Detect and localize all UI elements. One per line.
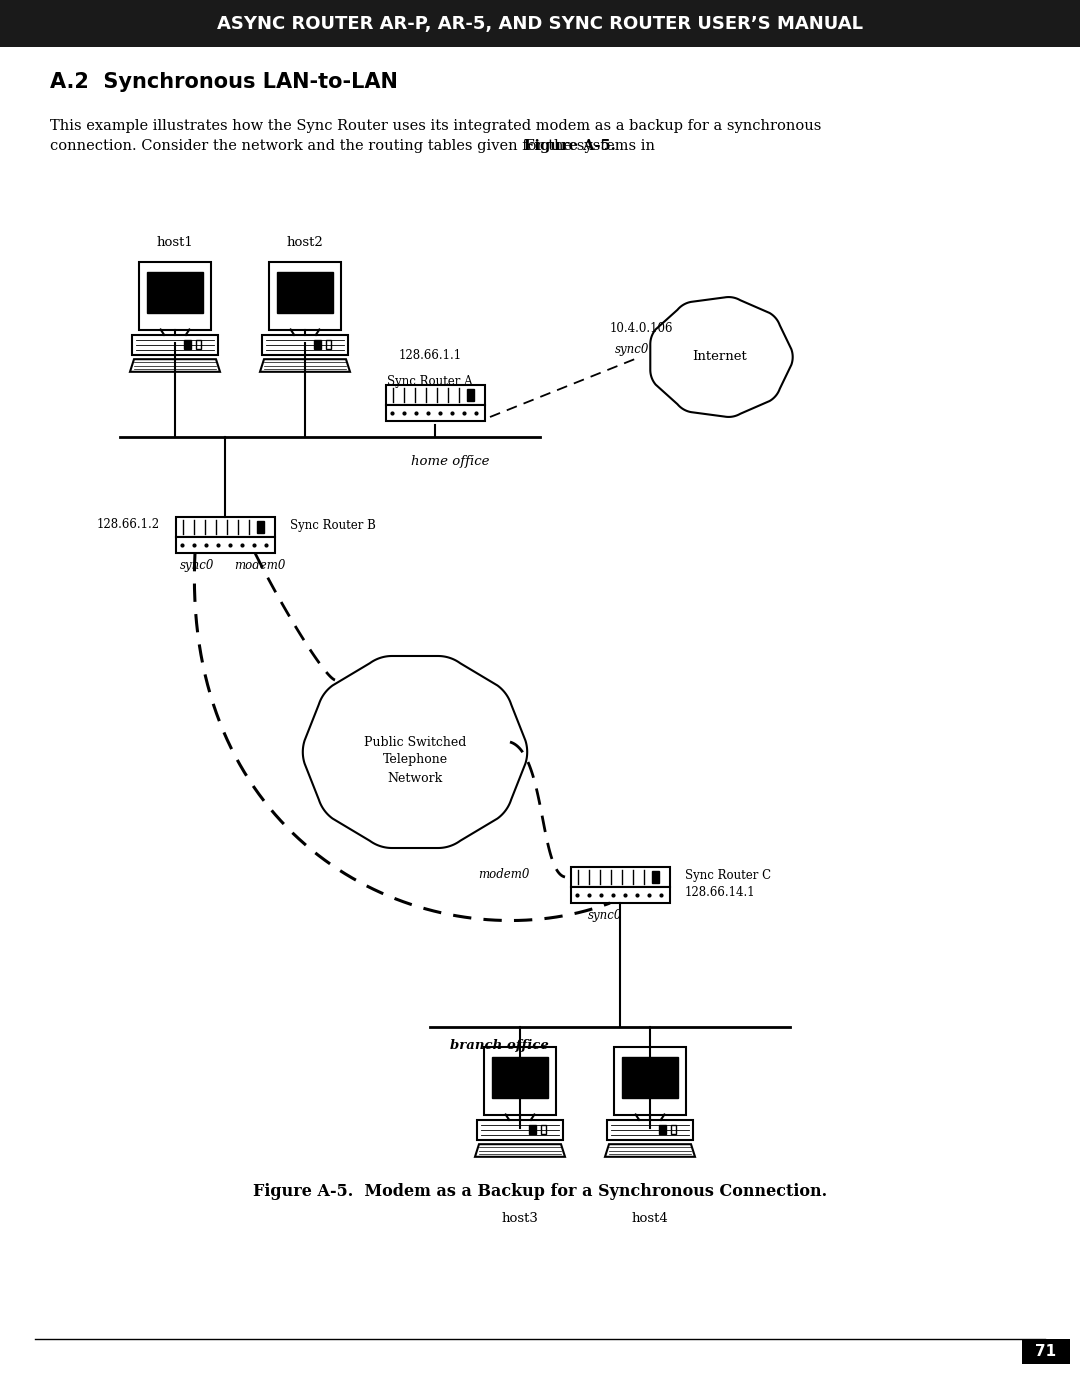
Text: modem0: modem0 xyxy=(234,559,286,571)
Bar xyxy=(659,1125,665,1134)
Text: Network: Network xyxy=(388,771,443,785)
Bar xyxy=(257,521,264,532)
Bar xyxy=(477,1120,563,1140)
Bar xyxy=(607,1120,692,1140)
FancyBboxPatch shape xyxy=(484,1046,556,1115)
Text: host3: host3 xyxy=(501,1213,539,1225)
Text: Telephone: Telephone xyxy=(382,753,447,767)
Text: host2: host2 xyxy=(286,236,323,249)
Text: This example illustrates how the Sync Router uses its integrated modem as a back: This example illustrates how the Sync Ro… xyxy=(50,119,822,133)
Text: Internet: Internet xyxy=(692,351,747,363)
Bar xyxy=(147,272,203,313)
Polygon shape xyxy=(605,1144,696,1157)
Text: sync0: sync0 xyxy=(179,559,214,571)
Bar xyxy=(0,0,1080,47)
Bar xyxy=(1022,1338,1070,1363)
Bar xyxy=(386,386,485,405)
Bar xyxy=(467,388,474,401)
Text: modem0: modem0 xyxy=(478,869,530,882)
Bar xyxy=(671,1125,676,1134)
Text: home office: home office xyxy=(410,455,489,468)
Bar xyxy=(570,868,670,887)
Text: 10.4.0.106: 10.4.0.106 xyxy=(610,323,674,335)
Text: host4: host4 xyxy=(632,1213,669,1225)
FancyBboxPatch shape xyxy=(615,1046,686,1115)
Bar xyxy=(622,1058,678,1098)
Bar xyxy=(175,536,274,553)
Text: Sync Router B: Sync Router B xyxy=(291,518,376,531)
Polygon shape xyxy=(302,657,527,848)
Text: Sync Router C: Sync Router C xyxy=(685,869,771,882)
Text: Sync Router A: Sync Router A xyxy=(388,374,473,388)
Bar xyxy=(570,887,670,902)
Bar xyxy=(528,1125,536,1134)
Polygon shape xyxy=(475,1144,565,1157)
Bar xyxy=(386,405,485,420)
Bar xyxy=(540,1125,545,1134)
Bar xyxy=(651,870,659,883)
Text: sync0: sync0 xyxy=(588,909,622,922)
Text: 128.66.1.2: 128.66.1.2 xyxy=(97,518,160,531)
Polygon shape xyxy=(650,298,793,416)
Bar xyxy=(132,335,218,355)
Polygon shape xyxy=(260,359,350,372)
Bar xyxy=(276,272,333,313)
Bar xyxy=(313,341,321,349)
Text: Figure A-5.  Modem as a Backup for a Synchronous Connection.: Figure A-5. Modem as a Backup for a Sync… xyxy=(253,1183,827,1200)
Text: A.2  Synchronous LAN-to-LAN: A.2 Synchronous LAN-to-LAN xyxy=(50,73,397,92)
Text: Public Switched: Public Switched xyxy=(364,735,467,749)
Bar xyxy=(325,341,330,349)
Text: 128.66.14.1: 128.66.14.1 xyxy=(685,887,756,900)
Text: Figure A-5.: Figure A-5. xyxy=(524,138,616,154)
Text: ASYNC ROUTER AR-P, AR-5, AND SYNC ROUTER USER’S MANUAL: ASYNC ROUTER AR-P, AR-5, AND SYNC ROUTER… xyxy=(217,15,863,34)
Bar xyxy=(175,517,274,536)
Text: host1: host1 xyxy=(157,236,193,249)
Text: branch office: branch office xyxy=(450,1039,549,1052)
Polygon shape xyxy=(130,359,220,372)
Bar xyxy=(491,1058,548,1098)
Text: connection. Consider the network and the routing tables given for the systems in: connection. Consider the network and the… xyxy=(50,138,660,154)
Text: sync0: sync0 xyxy=(615,342,649,355)
FancyBboxPatch shape xyxy=(139,263,211,330)
Bar xyxy=(262,335,348,355)
Text: 71: 71 xyxy=(1036,1344,1056,1359)
Bar xyxy=(184,341,191,349)
Text: 128.66.1.1: 128.66.1.1 xyxy=(399,349,461,362)
FancyBboxPatch shape xyxy=(269,263,341,330)
Bar xyxy=(195,341,201,349)
